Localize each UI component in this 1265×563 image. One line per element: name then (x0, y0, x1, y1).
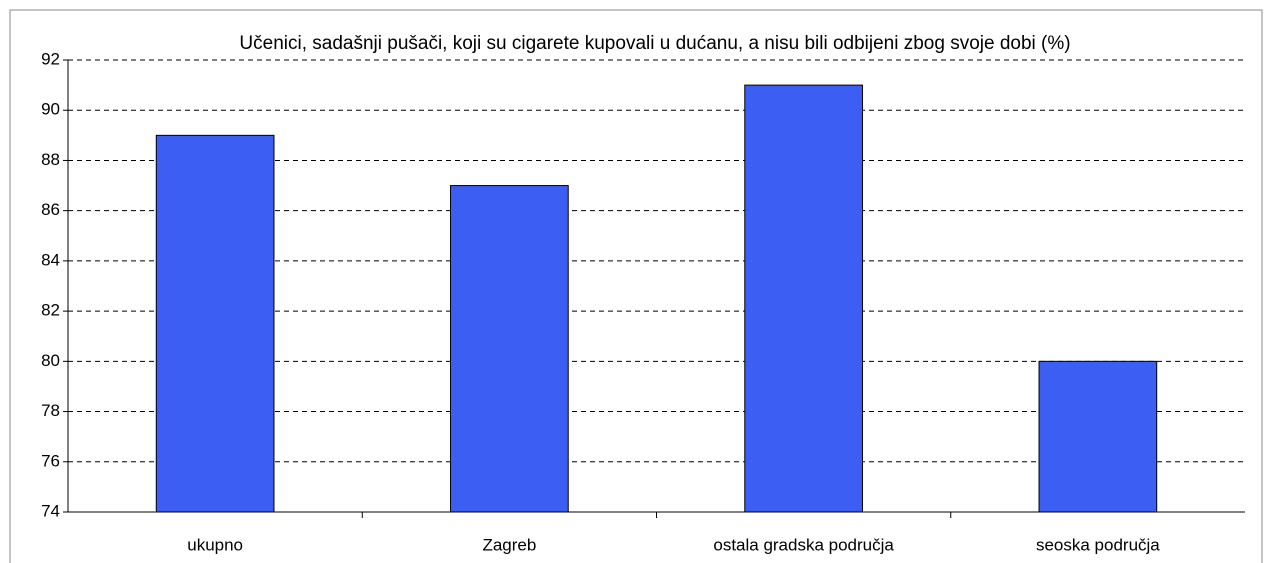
bar (155, 134, 275, 513)
y-tick-label: 78 (41, 401, 60, 420)
chart-frame (9, 9, 1263, 563)
y-tick-label: 92 (41, 49, 60, 68)
x-tick-label: seoska područja (1036, 535, 1160, 554)
bar (744, 84, 863, 513)
x-tick-label: ostala gradska područja (713, 535, 894, 554)
y-tick-label: 88 (41, 150, 60, 169)
chart-title: Učenici, sadašnji pušači, koji su cigare… (239, 33, 1071, 54)
y-tick-label: 90 (41, 100, 60, 119)
y-tick-label: 84 (41, 250, 60, 269)
y-tick-label: 86 (41, 200, 60, 219)
x-tick-label: ukupno (187, 535, 243, 554)
y-tick-label: 82 (41, 301, 60, 320)
y-tick-label: 80 (41, 351, 60, 370)
bar (1038, 360, 1158, 513)
y-tick-label: 76 (41, 451, 60, 470)
x-tick-label: Zagreb (482, 535, 536, 554)
y-tick-label: 74 (41, 501, 60, 520)
bar (450, 185, 569, 513)
